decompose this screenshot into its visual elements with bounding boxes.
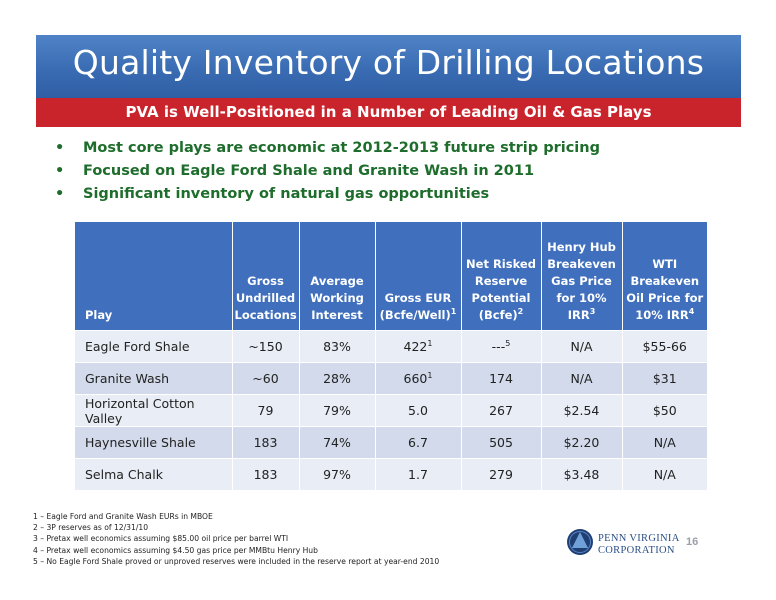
header-locations: Gross Undrilled Locations: [231, 222, 299, 331]
cell-reserve: 174: [460, 362, 541, 395]
cell-oil: $50: [621, 394, 707, 427]
cell-play: Eagle Ford Shale: [75, 330, 232, 363]
cell-play: Granite Wash: [75, 362, 232, 395]
bullet-list: • Most core plays are economic at 2012-20…: [55, 137, 600, 206]
cell-gas: $3.48: [540, 458, 622, 490]
cell-interest: 97%: [298, 458, 375, 490]
cell-play: Haynesville Shale: [75, 426, 232, 459]
cell-interest: 79%: [298, 394, 375, 427]
header-oil-breakeven: WTI Breakeven Oil Price for 10% IRR4: [621, 222, 707, 331]
cell-locations: 79: [231, 394, 299, 427]
slide-title: Quality Inventory of Drilling Locations: [72, 43, 705, 82]
bullet-text: Most core plays are economic at 2012-201…: [83, 140, 600, 156]
table-row: Haynesville Shale 183 74% 6.7 505 $2.20 …: [75, 426, 707, 459]
cell-oil: $55-66: [621, 330, 707, 363]
header-reserve: Net Risked Reserve Potential (Bcfe)2: [460, 222, 541, 331]
header-play: Play: [75, 222, 232, 331]
table-header-row: Play Gross Undrilled Locations Average W…: [75, 222, 707, 331]
table-row: Eagle Ford Shale ~150 83% 4221 ---5 N/A …: [75, 330, 707, 363]
footnotes: 1 – Eagle Ford and Granite Wash EURs in …: [33, 511, 439, 567]
page-number: 16: [686, 536, 699, 548]
header-gas-breakeven: Henry Hub Breakeven Gas Price for 10% IR…: [540, 222, 622, 331]
cell-locations: ~150: [231, 330, 299, 363]
cell-gas: $2.20: [540, 426, 622, 459]
cell-eur: 6.7: [374, 426, 461, 459]
cell-eur: 5.0: [374, 394, 461, 427]
bullet-text: Significant inventory of natural gas opp…: [83, 186, 490, 202]
cell-locations: 183: [231, 426, 299, 459]
cell-eur: 1.7: [374, 458, 461, 490]
logo-line2: CORPORATION: [598, 545, 675, 556]
cell-gas: N/A: [540, 330, 622, 363]
cell-eur: 6601: [374, 362, 461, 395]
table-row: Granite Wash ~60 28% 6601 174 N/A $31: [75, 362, 707, 395]
bullet-item: • Significant inventory of natural gas op…: [55, 183, 600, 206]
cell-reserve: 505: [460, 426, 541, 459]
cell-reserve: ---5: [460, 330, 541, 363]
bullet-item: • Most core plays are economic at 2012-20…: [55, 137, 600, 160]
title-bar: Quality Inventory of Drilling Locations: [36, 35, 741, 98]
bullet-dot-icon: •: [55, 163, 65, 179]
company-logo: PENN VIRGINIA CORPORATION: [566, 525, 696, 565]
cell-oil: N/A: [621, 426, 707, 459]
subtitle-bar: PVA is Well-Positioned in a Number of Le…: [36, 98, 741, 127]
bullet-text: Focused on Eagle Ford Shale and Granite …: [83, 163, 535, 179]
cell-gas: N/A: [540, 362, 622, 395]
bullet-dot-icon: •: [55, 186, 65, 202]
cell-gas: $2.54: [540, 394, 622, 427]
cell-locations: 183: [231, 458, 299, 490]
table-row: Horizontal Cotton Valley 79 79% 5.0 267 …: [75, 394, 707, 427]
cell-play: Selma Chalk: [75, 458, 232, 490]
cell-play: Horizontal Cotton Valley: [75, 394, 232, 427]
header-interest: Average Working Interest: [298, 222, 375, 331]
cell-oil: N/A: [621, 458, 707, 490]
bullet-dot-icon: •: [55, 140, 65, 156]
cell-reserve: 279: [460, 458, 541, 490]
table-row: Selma Chalk 183 97% 1.7 279 $3.48 N/A: [75, 458, 707, 490]
cell-interest: 74%: [298, 426, 375, 459]
cell-reserve: 267: [460, 394, 541, 427]
bullet-item: • Focused on Eagle Ford Shale and Granite…: [55, 160, 600, 183]
footnote: 4 – Pretax well economics assuming $4.50…: [33, 545, 318, 555]
footnote: 1 – Eagle Ford and Granite Wash EURs in …: [33, 512, 213, 521]
inventory-table: Play Gross Undrilled Locations Average W…: [75, 222, 707, 490]
penn-virginia-logo-icon: PENN VIRGINIA CORPORATION: [567, 529, 680, 556]
slide-subtitle: PVA is Well-Positioned in a Number of Le…: [125, 103, 652, 121]
logo-line1: PENN VIRGINIA: [598, 533, 680, 544]
cell-eur: 4221: [374, 330, 461, 363]
cell-locations: ~60: [231, 362, 299, 395]
cell-interest: 83%: [298, 330, 375, 363]
cell-oil: $31: [621, 362, 707, 395]
header-eur: Gross EUR (Bcfe/Well)1: [374, 222, 461, 331]
footnote: 5 – No Eagle Ford Shale proved or unprov…: [33, 556, 440, 566]
footnote: 3 – Pretax well economics assuming $85.0…: [33, 534, 289, 544]
footnote: 2 – 3P reserves as of 12/31/10: [33, 523, 149, 533]
cell-interest: 28%: [298, 362, 375, 395]
